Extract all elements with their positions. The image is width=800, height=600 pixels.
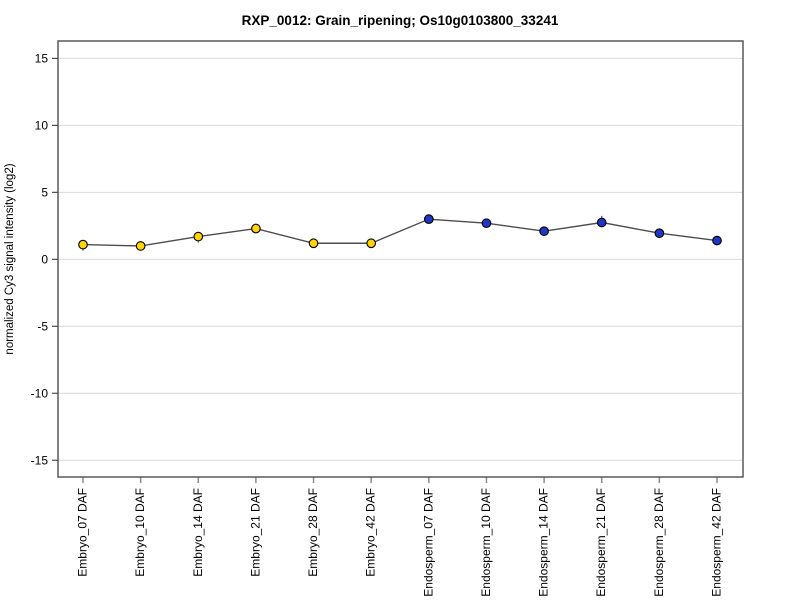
data-point bbox=[193, 231, 204, 242]
series-line bbox=[82, 218, 718, 247]
x-tick-label: Endosperm_42 DAF bbox=[710, 488, 724, 597]
data-point bbox=[423, 214, 434, 225]
data-point bbox=[308, 238, 319, 249]
x-tick-label: Embryo_42 DAF bbox=[364, 488, 378, 577]
x-tick-label: Embryo_28 DAF bbox=[306, 488, 320, 577]
y-axis-label: normalized Cy3 signal intensity (log2) bbox=[4, 163, 16, 354]
data-point bbox=[539, 226, 549, 237]
data-point bbox=[251, 223, 261, 234]
data-point bbox=[596, 217, 607, 228]
series-line-layer bbox=[82, 218, 718, 247]
x-tick-label: Endosperm_28 DAF bbox=[652, 488, 666, 597]
y-tick-label: -5 bbox=[37, 319, 48, 333]
plot-frame bbox=[57, 40, 744, 478]
y-tick-label: 15 bbox=[35, 51, 49, 65]
data-point bbox=[712, 235, 722, 246]
y-tick-label: 10 bbox=[35, 118, 49, 132]
data-point bbox=[654, 228, 665, 239]
chart-title: RXP_0012: Grain_ripening; Os10g0103800_3… bbox=[242, 13, 559, 28]
error-bars-layer bbox=[82, 215, 718, 251]
data-point bbox=[481, 218, 492, 229]
x-tick-label: Endosperm_10 DAF bbox=[479, 488, 493, 597]
x-tick-label: Embryo_14 DAF bbox=[191, 488, 205, 577]
data-point bbox=[366, 238, 377, 249]
data-points-layer bbox=[78, 214, 722, 251]
x-tick-label: Endosperm_07 DAF bbox=[421, 488, 435, 597]
data-point bbox=[78, 239, 88, 250]
y-tick-label: -10 bbox=[31, 386, 49, 400]
gridlines-layer bbox=[58, 57, 743, 461]
y-tick-label: 0 bbox=[41, 252, 48, 266]
x-tick-label: Embryo_10 DAF bbox=[133, 488, 147, 577]
x-tick-label: Embryo_21 DAF bbox=[248, 488, 262, 577]
data-point bbox=[135, 241, 146, 251]
x-tick-label: Endosperm_14 DAF bbox=[537, 488, 551, 597]
y-tick-label: -15 bbox=[31, 453, 49, 467]
x-tick-label: Endosperm_21 DAF bbox=[594, 488, 608, 597]
x-tick-label: Embryo_07 DAF bbox=[76, 488, 90, 577]
y-tick-label: 5 bbox=[41, 185, 48, 199]
ticks-layer: -15 -10 -5 0 5 10 15 Embryo_07 DAF Embryo_10 DAF… bbox=[31, 51, 724, 596]
